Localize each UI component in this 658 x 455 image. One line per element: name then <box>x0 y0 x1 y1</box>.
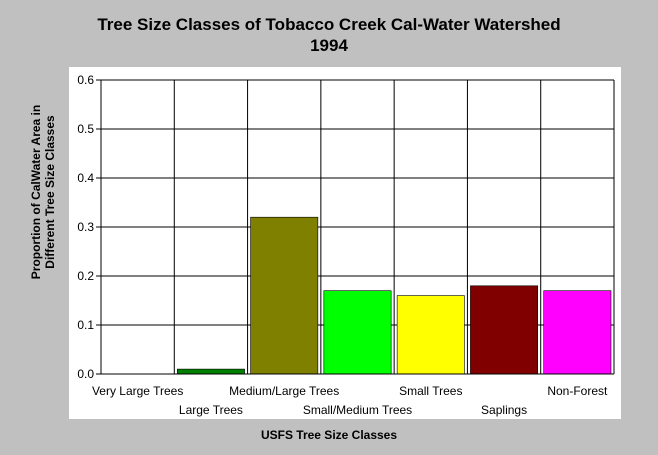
chart-title-line-2: 1994 <box>310 36 348 55</box>
x-axis-label: USFS Tree Size Classes <box>260 428 398 442</box>
y-tick-label: 0.5 <box>77 122 94 136</box>
chart-title: Tree Size Classes of Tobacco Creek Cal-W… <box>0 14 658 56</box>
axes <box>96 79 614 375</box>
bar <box>323 290 392 375</box>
bar <box>543 290 612 375</box>
x-tick-labels: Very Large Trees Large Trees Medium/Large … <box>92 384 608 417</box>
bar <box>176 368 245 375</box>
bar <box>396 295 465 375</box>
x-tick-label: Saplings <box>481 403 527 417</box>
y-tick-label: 0.4 <box>77 171 94 185</box>
y-tick-label: 0.6 <box>77 73 94 87</box>
x-tick-label: Medium/Large Trees <box>229 384 339 398</box>
grid <box>101 79 615 374</box>
y-tick-label: 0.2 <box>77 269 94 283</box>
y-tick-label: 0.3 <box>77 220 94 234</box>
x-tick-label: Large Trees <box>179 403 243 417</box>
bars <box>176 216 612 375</box>
bar <box>470 285 539 375</box>
y-tick-label: 0.1 <box>77 318 94 332</box>
y-tick-labels: 0.0 0.1 0.2 0.3 0.4 0.5 0.6 <box>77 73 94 381</box>
x-tick-label: Small/Medium Trees <box>303 403 412 417</box>
x-tick-label: Non-Forest <box>547 384 608 398</box>
bar <box>250 216 319 375</box>
y-tick-label: 0.0 <box>77 367 94 381</box>
chart-title-line-1: Tree Size Classes of Tobacco Creek Cal-W… <box>97 15 561 34</box>
x-tick-label: Very Large Trees <box>92 384 183 398</box>
x-tick-label: Small Trees <box>399 384 462 398</box>
